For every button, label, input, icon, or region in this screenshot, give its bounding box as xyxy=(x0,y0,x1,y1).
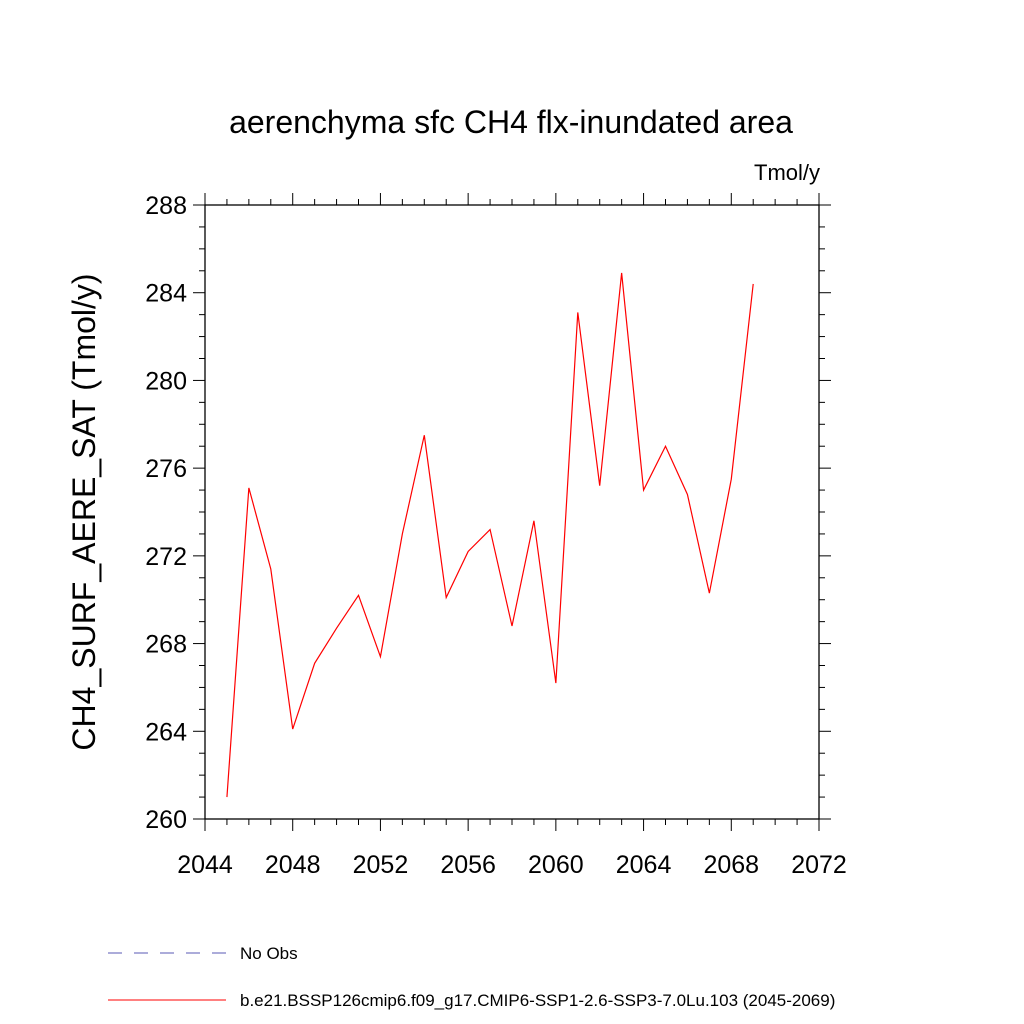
chart-title: aerenchyma sfc CH4 flx-inundated area xyxy=(229,104,793,140)
x-tick-label: 2068 xyxy=(703,851,759,879)
y-axis-ticks xyxy=(193,204,831,820)
series-lines xyxy=(226,272,754,798)
x-tick-label: 2064 xyxy=(616,851,672,879)
y-tick-label: 264 xyxy=(145,718,187,746)
x-tick-label: 2044 xyxy=(177,851,233,879)
legend: No Obs b.e21.BSSP126cmip6.f09_g17.CMIP6-… xyxy=(108,944,835,1010)
plot-frame xyxy=(204,204,820,820)
x-axis-tick-labels: 2044 2048 2052 2056 2060 2064 2068 2072 xyxy=(177,851,847,879)
y-tick-label: 284 xyxy=(145,280,187,308)
y-tick-label: 276 xyxy=(145,455,187,483)
y-tick-label: 272 xyxy=(145,543,187,571)
y-tick-label: 260 xyxy=(145,806,187,834)
y-tick-label: 280 xyxy=(145,367,187,395)
y-axis-tick-labels: 260 264 268 272 276 280 284 288 xyxy=(145,192,187,834)
y-axis-label: CH4_SURF_AERE_SAT (Tmol/y) xyxy=(66,273,102,750)
series-line-1 xyxy=(226,272,754,798)
legend-label-no-obs: No Obs xyxy=(240,944,298,963)
x-tick-label: 2056 xyxy=(440,851,496,879)
x-axis-ticks xyxy=(204,193,820,831)
units-label: Tmol/y xyxy=(754,160,820,185)
x-tick-label: 2072 xyxy=(791,851,847,879)
x-tick-label: 2060 xyxy=(528,851,584,879)
y-tick-label: 288 xyxy=(145,192,187,220)
x-tick-label: 2048 xyxy=(265,851,321,879)
y-tick-label: 268 xyxy=(145,631,187,659)
legend-label-model: b.e21.BSSP126cmip6.f09_g17.CMIP6-SSP1-2.… xyxy=(240,991,835,1010)
x-tick-label: 2052 xyxy=(353,851,409,879)
